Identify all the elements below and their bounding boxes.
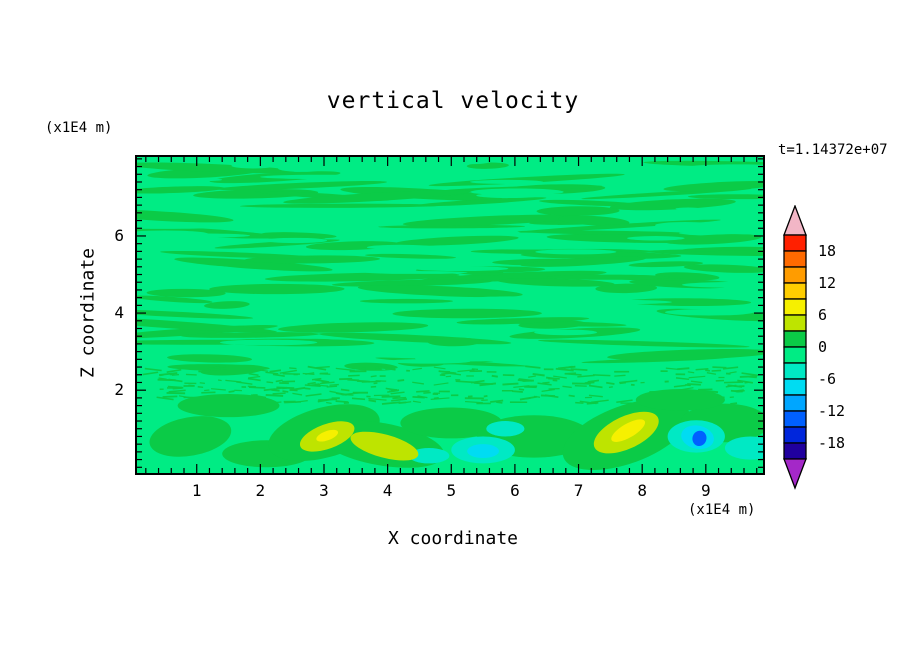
x-tick-label: 5 xyxy=(446,481,457,500)
x-tick-label: 7 xyxy=(573,481,584,500)
x-tick-label: 3 xyxy=(319,481,329,500)
colorbar-tick-label: -6 xyxy=(818,370,837,388)
x-tick-label: 4 xyxy=(382,481,393,500)
y-tick-label: 4 xyxy=(114,303,124,323)
x-tick-label: 9 xyxy=(700,481,711,500)
colorbar-tick-label: 18 xyxy=(818,242,837,260)
x-tick-label: 2 xyxy=(255,481,266,500)
y-tick-label: 2 xyxy=(114,380,124,400)
colorbar-tick-label: 6 xyxy=(818,306,828,324)
x-tick-label: 1 xyxy=(191,481,202,500)
y-tick-label: 6 xyxy=(114,225,124,245)
contour-field xyxy=(135,155,765,475)
colorbar-tick-label: -12 xyxy=(818,402,846,420)
colorbar xyxy=(783,205,807,490)
x-tick-label: 6 xyxy=(510,481,520,500)
x-axis-title: X coordinate xyxy=(387,528,519,549)
x-tick-label: 8 xyxy=(637,481,647,500)
time-annotation: t=1.14372e+07 xyxy=(778,142,888,158)
x-axis-unit-label: (x1E4 m) xyxy=(688,502,756,518)
colorbar-tick-label: 0 xyxy=(818,338,828,356)
page-title: vertical velocity xyxy=(326,88,580,114)
colorbar-tick-label: -18 xyxy=(818,434,846,452)
y-axis-unit-label: (x1E4 m) xyxy=(45,120,113,136)
colorbar-tick-label: 12 xyxy=(818,274,837,292)
